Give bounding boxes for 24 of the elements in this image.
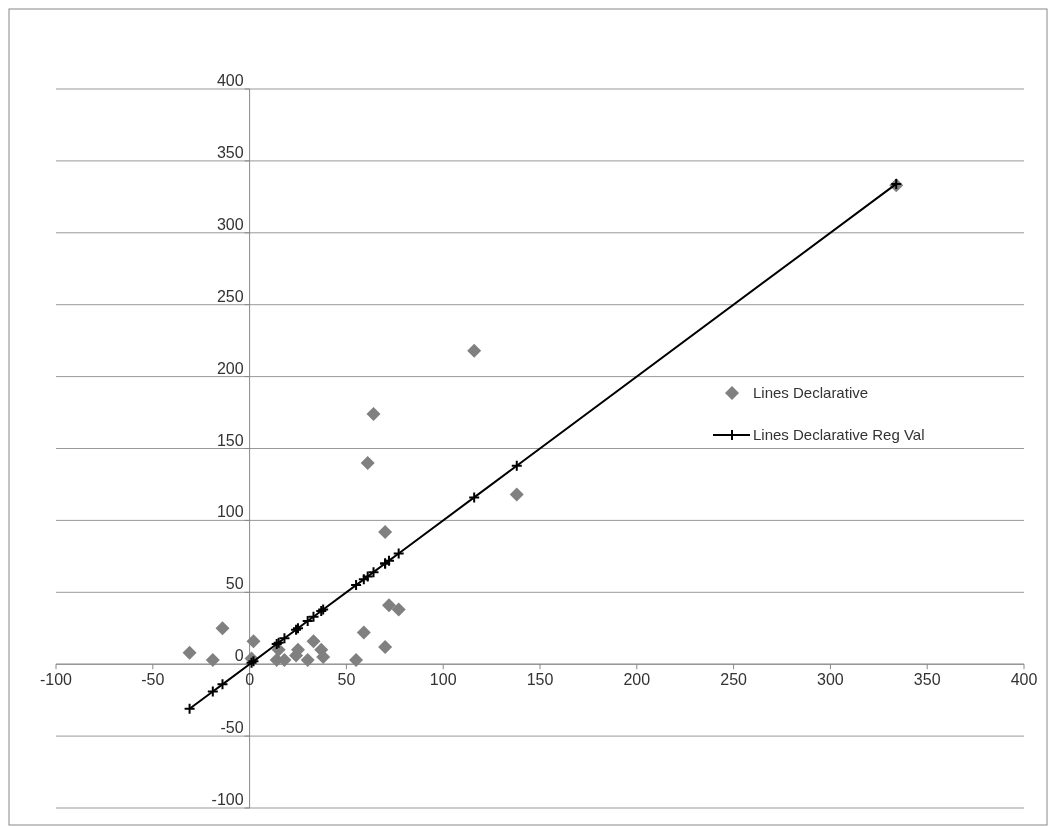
y-tick-label: 250 [216,287,244,305]
y-tick-label: 100 [216,503,244,521]
x-tick-label: 350 [913,671,941,689]
y-tick-label: 200 [216,359,244,377]
y-tick-label: 400 [216,72,244,89]
x-tick-label: 50 [337,671,356,689]
x-tick-label: 100 [429,671,457,689]
x-tick-label: 0 [245,671,255,689]
x-tick-label: 250 [720,671,748,689]
x-tick-label: 300 [817,671,844,689]
legend-label: Lines Declarative [753,384,869,401]
x-tick-label: 150 [526,671,554,689]
x-tick-label: -50 [141,671,165,689]
y-tick-label: -50 [220,719,244,737]
y-tick-label: 50 [225,575,244,593]
y-tick-label: -100 [211,791,244,808]
x-tick-label: 200 [623,671,651,689]
legend-label: Lines Declarative Reg Val [753,426,925,443]
y-tick-label: 150 [216,431,244,449]
x-tick-label: 400 [1010,671,1038,689]
y-tick-label: 300 [216,215,244,233]
y-tick-label: 350 [216,143,244,161]
y-tick-label: 0 [234,647,244,665]
x-tick-label: -100 [39,671,73,689]
